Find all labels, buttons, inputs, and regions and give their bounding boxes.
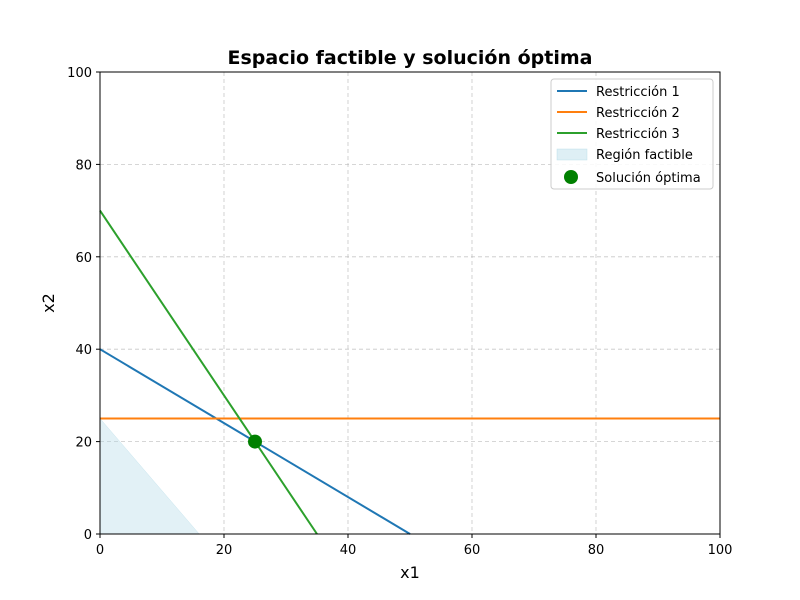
x-tick-label: 100 — [708, 543, 733, 558]
legend-label-region: Región factible — [596, 148, 693, 163]
x-tick-label: 20 — [216, 543, 233, 558]
chart-title: Espacio factible y solución óptima — [228, 47, 593, 69]
point-layer — [248, 434, 262, 449]
legend-label-restriccion-3: Restricción 3 — [596, 127, 680, 142]
legend-box — [550, 78, 714, 190]
x-tick-label: 60 — [464, 543, 481, 558]
tick-layer: 0 20 40 60 80 100 0 20 40 60 80 100 — [67, 66, 732, 558]
optimal-point — [248, 434, 262, 449]
x-tick-label: 80 — [588, 543, 605, 558]
y-tick-label: 40 — [75, 343, 92, 358]
legend-swatch-region — [556, 148, 588, 161]
y-tick-label: 100 — [67, 66, 92, 81]
legend: Restricción 1 Restricción 2 Restricción 3 R… — [550, 78, 714, 190]
legend-label-restriccion-2: Restricción 2 — [596, 106, 680, 121]
y-tick-label: 20 — [75, 436, 92, 451]
y-axis-label: x2 — [39, 293, 58, 313]
legend-swatch-optimal — [564, 170, 578, 184]
x-tick-label: 40 — [340, 543, 357, 558]
legend-label-optimal: Solución óptima — [596, 171, 701, 186]
y-tick-label: 80 — [75, 158, 92, 173]
y-tick-label: 60 — [75, 251, 92, 266]
plot-frame — [99, 71, 721, 535]
y-tick-label: 0 — [84, 528, 92, 543]
x-axis-label: x1 — [400, 563, 420, 582]
series-line-restriccion-3 — [99, 210, 318, 535]
legend-label-restriccion-1: Restricción 1 — [596, 85, 680, 100]
x-tick-label: 0 — [96, 543, 104, 558]
